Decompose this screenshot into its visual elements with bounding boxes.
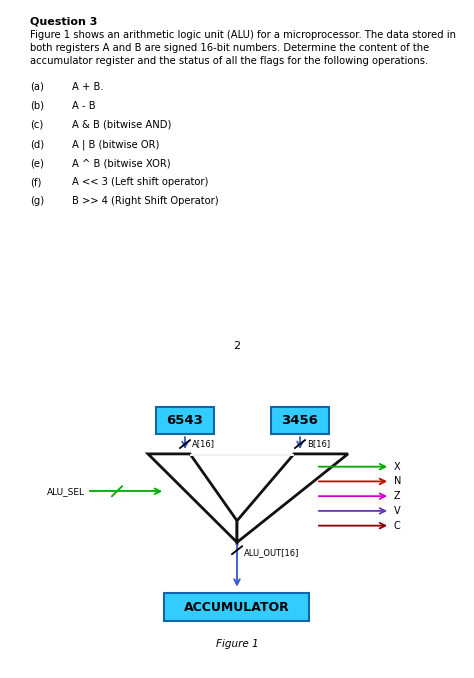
Text: 6543: 6543 — [166, 414, 203, 427]
Text: ALU_OUT[16]: ALU_OUT[16] — [244, 548, 300, 557]
FancyBboxPatch shape — [156, 407, 214, 434]
Text: (e): (e) — [30, 158, 44, 168]
Text: V: V — [394, 506, 401, 516]
Text: A - B: A - B — [72, 101, 96, 111]
Text: A[16]: A[16] — [192, 439, 215, 449]
Text: (a): (a) — [30, 81, 44, 92]
Polygon shape — [190, 454, 294, 456]
Text: Figure 1: Figure 1 — [216, 639, 258, 649]
Text: (g): (g) — [30, 197, 44, 207]
Text: C: C — [394, 521, 401, 531]
Text: A | B (bitwise OR): A | B (bitwise OR) — [72, 139, 159, 150]
Polygon shape — [148, 454, 237, 542]
Text: (f): (f) — [30, 178, 41, 187]
Text: 3456: 3456 — [282, 414, 319, 427]
FancyBboxPatch shape — [271, 407, 329, 434]
Text: ALU_SEL: ALU_SEL — [47, 487, 85, 496]
Text: A & B (bitwise AND): A & B (bitwise AND) — [72, 120, 172, 130]
Text: Figure 1 shows an arithmetic logic unit (ALU) for a microprocessor. The data sto: Figure 1 shows an arithmetic logic unit … — [30, 31, 456, 40]
Text: ACCUMULATOR: ACCUMULATOR — [184, 601, 290, 614]
Text: N: N — [394, 477, 401, 486]
Text: A ^ B (bitwise XOR): A ^ B (bitwise XOR) — [72, 158, 171, 168]
Text: A << 3 (Left shift operator): A << 3 (Left shift operator) — [72, 178, 209, 187]
Text: both registers A and B are signed 16-bit numbers. Determine the content of the: both registers A and B are signed 16-bit… — [30, 43, 429, 54]
Text: X: X — [394, 462, 401, 472]
Text: A + B.: A + B. — [72, 81, 104, 92]
Polygon shape — [237, 454, 348, 542]
Text: accumulator register and the status of all the flags for the following operation: accumulator register and the status of a… — [30, 56, 428, 66]
Text: (c): (c) — [30, 120, 43, 130]
Text: (d): (d) — [30, 139, 44, 149]
FancyBboxPatch shape — [164, 593, 310, 621]
Text: 2: 2 — [233, 340, 241, 351]
Text: B[16]: B[16] — [307, 439, 330, 449]
Text: B >> 4 (Right Shift Operator): B >> 4 (Right Shift Operator) — [72, 197, 219, 207]
Text: Question 3: Question 3 — [30, 16, 97, 26]
Text: Z: Z — [394, 491, 401, 501]
Text: (b): (b) — [30, 101, 44, 111]
